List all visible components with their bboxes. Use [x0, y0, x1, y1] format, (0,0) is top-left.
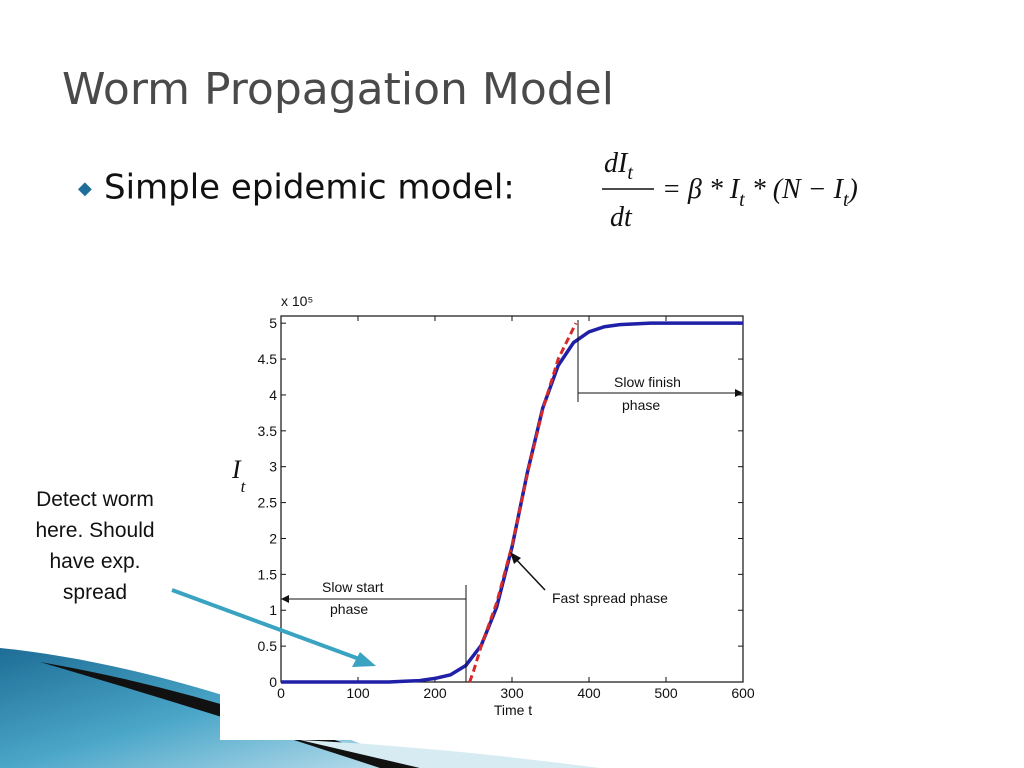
y-tick-label: 3.5 [258, 423, 278, 439]
arrow-shaft [171, 588, 363, 662]
x-axis-label: Time t [494, 702, 532, 718]
slide-title: Worm Propagation Model [62, 64, 614, 115]
y-axis-label-main: I [231, 455, 242, 484]
eq-part: * (N − I [745, 174, 845, 205]
y-tick-label: 0 [269, 674, 277, 690]
x-tick-label: 200 [423, 685, 447, 701]
callout-line: Detect worm [36, 488, 154, 511]
pointer-head [510, 552, 521, 564]
callout-line: have exp. [49, 550, 140, 573]
y-axis-label: It [231, 455, 247, 496]
arrow-head [352, 652, 376, 667]
x-tick-label: 600 [731, 685, 755, 701]
eq-part: ) [847, 174, 858, 205]
eq-part: t [843, 189, 849, 211]
y-tick-label: 1.5 [258, 566, 278, 582]
bracket-head [735, 389, 743, 397]
y-tick-label: 2.5 [258, 495, 278, 511]
y-tick-label: 4 [269, 387, 277, 403]
x-tick-label: 0 [277, 685, 285, 701]
eq-part: t [739, 189, 745, 211]
callout: Detect worm here. Should have exp. sprea… [35, 488, 154, 604]
y-tick-label: 3 [269, 459, 277, 475]
x-tick-label: 300 [500, 685, 524, 701]
chart-background [220, 280, 790, 740]
annotation: phase [330, 601, 368, 617]
callout-line: here. Should [35, 519, 154, 542]
series-line [281, 321, 743, 684]
bullet-marker: ◆ [78, 178, 92, 199]
chart: 0 100 200 300 400 500 600 0 0.5 1 1.5 2 2.5 3 3.5 4 4.5 5… [231, 293, 755, 718]
x-tick-label: 400 [577, 685, 601, 701]
x-tick-label: 100 [346, 685, 370, 701]
y-tick-label: 5 [269, 315, 277, 331]
x-tick-label: 500 [654, 685, 678, 701]
y-tick-label: 0.5 [258, 638, 278, 654]
y-tick-label: 1 [269, 602, 277, 618]
callout-line: spread [63, 581, 127, 604]
y-axis-label-sub: t [241, 477, 247, 496]
equation: dIt dt = β * It * (N − It) [602, 148, 858, 233]
y-scale-label: x 10⁵ [281, 293, 313, 309]
annotation: phase [622, 397, 660, 413]
annotation: Slow start [322, 579, 384, 595]
decor-wave-light [300, 740, 600, 768]
eq-rhs: = β * It * (N − It) [662, 174, 858, 211]
eq-part: = β * I [662, 174, 741, 205]
eq-num: dI [604, 148, 629, 179]
bracket-head [281, 595, 289, 603]
eq-denominator: dt [610, 202, 633, 233]
annotation: Fast spread phase [552, 590, 668, 606]
y-tick-label: 2 [269, 530, 277, 546]
eq-num-sub: t [627, 162, 633, 184]
callout-arrow [171, 588, 376, 667]
bullet-text: Simple epidemic model: [104, 168, 515, 208]
eq-numerator: dIt [604, 148, 633, 184]
y-tick-label: 4.5 [258, 351, 278, 367]
annotation: Slow finish [614, 374, 681, 390]
